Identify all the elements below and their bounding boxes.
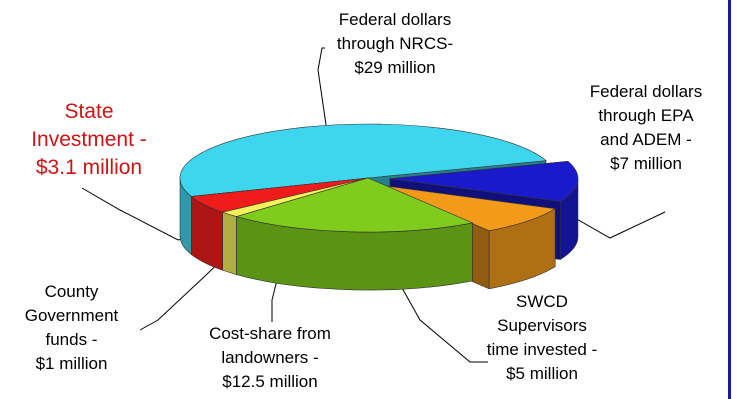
label-cost-share-line: landowners - — [221, 348, 319, 367]
label-state-value: $3.1 million — [35, 156, 143, 179]
frame-right-border — [728, 0, 731, 399]
slice-nrcs — [179, 123, 547, 197]
label-county-value: $1 million — [35, 354, 108, 373]
label-swcd-line: Supervisors — [497, 316, 587, 335]
label-swcd-value: $5 million — [506, 364, 578, 383]
label-federal-nrcs-value: $29 million — [354, 58, 436, 77]
slice-county-side — [222, 211, 237, 275]
label-cost-share-value: $12.5 million — [222, 372, 318, 391]
label-federal-epa-line: and ADEM - — [600, 130, 692, 149]
label-federal-nrcs-line: through NRCS- — [336, 34, 454, 53]
label-federal-nrcs-line: Federal dollars — [338, 10, 452, 29]
leader-nrcs — [317, 47, 331, 153]
slice-cost — [235, 177, 474, 233]
label-federal-nrcs: Federal dollars through NRCS- $29 millio… — [300, 8, 490, 80]
label-state-investment: State Investment - $3.1 million — [4, 98, 174, 182]
slice-epa — [389, 160, 579, 202]
label-county-line: County — [44, 282, 99, 301]
slice-swcd — [384, 185, 556, 232]
label-county-line: Government — [24, 306, 119, 325]
leader-swcd — [391, 269, 488, 363]
label-cost-share: Cost-share from landowners - $12.5 milli… — [180, 322, 360, 394]
label-swcd-line: SWCD — [516, 292, 568, 311]
label-state-line: Investment - — [31, 128, 147, 151]
label-state-line: State — [64, 100, 114, 123]
label-federal-epa-line: through EPA — [598, 106, 694, 125]
label-cost-share-line: Cost-share from — [209, 324, 331, 343]
label-federal-epa-value: $7 million — [610, 154, 682, 173]
label-federal-epa-line: Federal dollars — [589, 82, 703, 101]
label-federal-epa: Federal dollars through EPA and ADEM - $… — [566, 80, 726, 176]
label-county-government: County Government funds - $1 million — [4, 280, 139, 376]
label-swcd: SWCD Supervisors time invested - $5 mill… — [462, 290, 622, 386]
label-swcd-line: time invested - — [486, 340, 598, 359]
label-county-line: funds - — [45, 330, 98, 349]
